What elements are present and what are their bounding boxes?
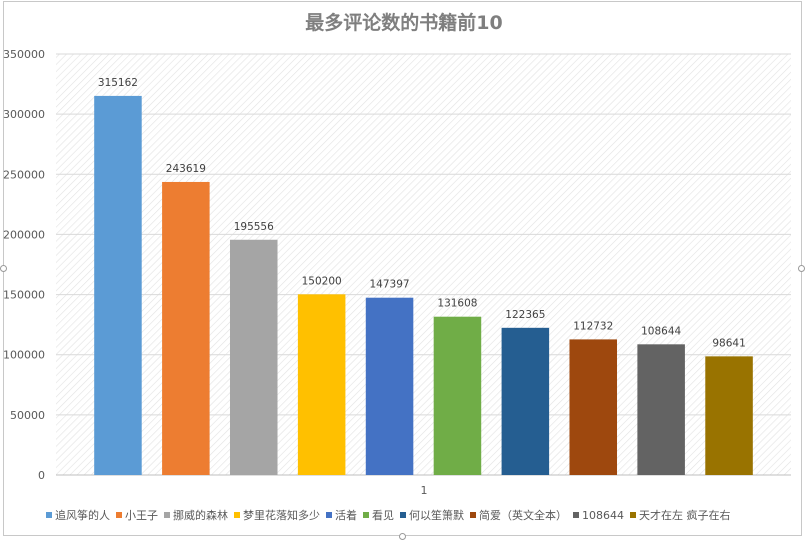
y-tick-label: 0 <box>38 469 45 482</box>
legend-entry[interactable]: 108644 <box>582 509 624 522</box>
data-label: 195556 <box>234 221 274 233</box>
y-tick-label: 150000 <box>3 289 45 302</box>
data-label: 150200 <box>302 275 342 287</box>
x-tick-label: 1 <box>421 484 428 497</box>
data-label: 122365 <box>505 309 545 321</box>
y-axis: 0 50000 100000 150000 200000 250000 300000 3500… <box>3 48 45 482</box>
legend-entry[interactable]: 活着 <box>335 508 357 522</box>
bar[interactable] <box>94 95 142 475</box>
legend-entry[interactable]: 挪威的森林 <box>173 508 228 522</box>
y-tick-label: 200000 <box>3 228 45 241</box>
legend: 追风筝的人 小王子 挪威的森林 梦里花落知多少 活着 看见 何以笙箫默 简爱（英文全本） 108… <box>46 508 731 522</box>
bar[interactable] <box>297 294 346 475</box>
bar[interactable] <box>569 339 618 475</box>
data-labels: 315162 243619 195556 150200 147397 131608 1223… <box>98 77 746 349</box>
legend-swatch <box>470 512 476 518</box>
data-label: 147397 <box>370 279 410 291</box>
legend-entry[interactable]: 追风筝的人 <box>55 508 110 522</box>
legend-entry[interactable]: 梦里花落知多少 <box>243 508 320 522</box>
resize-handle-left[interactable] <box>0 265 7 272</box>
data-label: 108644 <box>641 325 681 337</box>
data-label: 112732 <box>573 320 613 332</box>
legend-swatch <box>234 512 240 518</box>
y-tick-label: 50000 <box>10 409 45 422</box>
legend-entry[interactable]: 简爱（英文全本） <box>479 508 567 522</box>
data-label: 315162 <box>98 77 138 89</box>
bar[interactable] <box>501 327 550 475</box>
chart-title: 最多评论数的书籍前10 <box>305 11 502 34</box>
y-tick-label: 300000 <box>3 108 45 121</box>
legend-swatch <box>46 512 52 518</box>
bar[interactable] <box>705 356 753 475</box>
y-tick-label: 350000 <box>3 48 45 61</box>
legend-swatch <box>400 512 406 518</box>
y-tick-label: 250000 <box>3 168 45 181</box>
bars <box>94 95 753 475</box>
legend-entry[interactable]: 何以笙箫默 <box>409 508 464 522</box>
bar[interactable] <box>162 181 210 475</box>
data-label: 243619 <box>166 163 206 175</box>
bar[interactable] <box>433 316 482 475</box>
legend-swatch <box>573 512 579 518</box>
bar[interactable] <box>365 297 414 475</box>
legend-swatch <box>363 512 369 518</box>
legend-swatch <box>326 512 332 518</box>
data-label: 98641 <box>712 337 745 349</box>
bar[interactable] <box>229 239 278 475</box>
legend-swatch <box>164 512 170 518</box>
y-tick-label: 100000 <box>3 349 45 362</box>
legend-entry[interactable]: 天才在左 疯子在右 <box>639 508 731 522</box>
legend-entry[interactable]: 小王子 <box>125 509 158 522</box>
data-label: 131608 <box>437 298 477 310</box>
legend-entry[interactable]: 看见 <box>372 508 394 522</box>
legend-swatch <box>116 512 122 518</box>
bar[interactable] <box>637 344 685 475</box>
legend-swatch <box>630 512 636 518</box>
